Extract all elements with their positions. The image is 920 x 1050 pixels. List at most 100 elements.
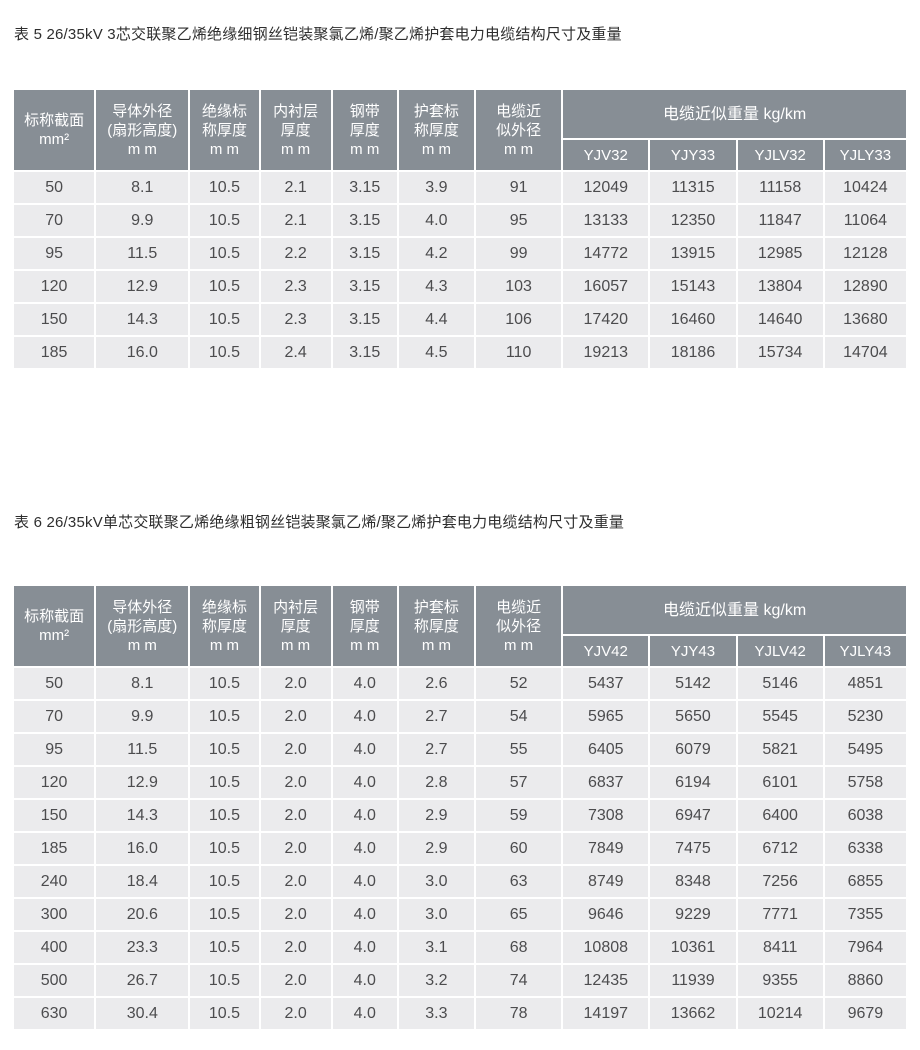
table-cell: 3.1	[398, 932, 474, 963]
table-cell: 150	[14, 800, 95, 831]
table-row: 70 9.9 10.5 2.1 3.15 4.0 95 13133 12350 11847 1106…	[14, 205, 906, 236]
table-cell: 150	[14, 304, 95, 335]
table-row: 630 30.4 10.5 2.0 4.0 3.3 78 14197 13662 10214 967…	[14, 998, 906, 1029]
table-cell: 4.0	[332, 899, 397, 930]
table-cell: 13133	[563, 205, 649, 236]
table-cell: 10.5	[190, 172, 259, 203]
table-cell: 2.0	[260, 767, 331, 798]
table-cell: 12049	[563, 172, 649, 203]
table-cell: 10.5	[190, 734, 259, 765]
table-cell: 185	[14, 337, 95, 368]
table-cell: 3.15	[332, 304, 397, 335]
table-cell: 57	[476, 767, 562, 798]
table-cell: 6855	[824, 866, 906, 897]
table-row: 185 16.0 10.5 2.4 3.15 4.5 110 19213 18186 15734 1…	[14, 337, 906, 368]
table-cell: 74	[476, 965, 562, 996]
table-cell: 63	[476, 866, 562, 897]
table-cell: 8348	[650, 866, 736, 897]
column-header: 标称截面 mm²	[14, 90, 95, 170]
table-cell: 5545	[737, 701, 823, 732]
table-cell: 2.4	[260, 337, 331, 368]
table-cell: 2.0	[260, 668, 331, 699]
table-cell: 26.7	[96, 965, 189, 996]
table-row: 95 11.5 10.5 2.0 4.0 2.7 55 6405 6079 5821 5495	[14, 734, 906, 765]
table-cell: 10808	[563, 932, 649, 963]
table-cell: 2.0	[260, 998, 331, 1029]
table-cell: 10361	[650, 932, 736, 963]
table-cell: 14.3	[96, 304, 189, 335]
table-cell: 55	[476, 734, 562, 765]
table-row: 400 23.3 10.5 2.0 4.0 3.1 68 10808 10361 8411 7964	[14, 932, 906, 963]
table-cell: 6405	[563, 734, 649, 765]
table-cell: 59	[476, 800, 562, 831]
table-cell: 9679	[824, 998, 906, 1029]
table-cell: 10.5	[190, 668, 259, 699]
table-6: 标称截面 mm² 导体外径 (扇形高度) m m 绝缘标 称厚度 m m 内衬层 厚度 m m 钢带厚…	[12, 584, 908, 1031]
table-cell: 4.2	[398, 238, 474, 269]
table-cell: 9.9	[96, 701, 189, 732]
table-cell: 9229	[650, 899, 736, 930]
header-row: 标称截面 mm² 导体外径 (扇形高度) m m 绝缘标 称厚度 m m 内衬层 厚度 m m 钢带厚…	[14, 586, 906, 666]
table-cell: 5146	[737, 668, 823, 699]
table-5-title: 表 5 26/35kV 3芯交联聚乙烯绝缘细钢丝铠装聚氯乙烯/聚乙烯护套电力电缆…	[14, 26, 622, 43]
table-cell: 12985	[737, 238, 823, 269]
table-cell: 10.5	[190, 965, 259, 996]
table-cell: 12128	[824, 238, 906, 269]
weight-subheader-row: YJV42 YJY43 YJLV42 YJLY43	[14, 636, 906, 666]
table-cell: 13662	[650, 998, 736, 1029]
table-cell: 13915	[650, 238, 736, 269]
table-cell: 4.0	[332, 668, 397, 699]
table-cell: 95	[476, 205, 562, 236]
table-cell: 7849	[563, 833, 649, 864]
table-row: 50 8.1 10.5 2.1 3.15 3.9 91 12049 11315 11158 1042…	[14, 172, 906, 203]
table-cell: 4.3	[398, 271, 474, 302]
table-cell: 8.1	[96, 172, 189, 203]
table-cell: 91	[476, 172, 562, 203]
table-cell: 6079	[650, 734, 736, 765]
table-cell: 3.0	[398, 899, 474, 930]
table-cell: 2.0	[260, 899, 331, 930]
table-cell: 95	[14, 734, 95, 765]
table-cell: 3.3	[398, 998, 474, 1029]
table-cell: 4.0	[332, 866, 397, 897]
table-cell: 16057	[563, 271, 649, 302]
table-cell: 103	[476, 271, 562, 302]
table-cell: 68	[476, 932, 562, 963]
table-cell: 3.15	[332, 205, 397, 236]
table-cell: 11.5	[96, 734, 189, 765]
table-cell: 10.5	[190, 899, 259, 930]
table-cell: 11939	[650, 965, 736, 996]
table-cell: 3.2	[398, 965, 474, 996]
table-cell: 5437	[563, 668, 649, 699]
table-cell: 6338	[824, 833, 906, 864]
table-cell: 15734	[737, 337, 823, 368]
table-cell: 6400	[737, 800, 823, 831]
table-cell: 5142	[650, 668, 736, 699]
table-cell: 7308	[563, 800, 649, 831]
table-cell: 18.4	[96, 866, 189, 897]
table-cell: 2.0	[260, 701, 331, 732]
table-cell: 2.0	[260, 833, 331, 864]
table-cell: 7256	[737, 866, 823, 897]
table-cell: 500	[14, 965, 95, 996]
table-cell: 10.5	[190, 932, 259, 963]
weight-column-header: YJLV32	[737, 140, 823, 170]
column-header: 护套标 称厚度 m m	[398, 90, 474, 170]
table-cell: 78	[476, 998, 562, 1029]
weight-column-header: YJV32	[563, 140, 649, 170]
column-header: 标称截面 mm²	[14, 586, 95, 666]
table-cell: 9355	[737, 965, 823, 996]
table-row: 150 14.3 10.5 2.3 3.15 4.4 106 17420 16460 14640 1…	[14, 304, 906, 335]
weight-column-header: YJLY43	[824, 636, 906, 666]
table-cell: 4.0	[332, 833, 397, 864]
column-header: 护套标 称厚度 m m	[398, 586, 474, 666]
weight-column-header: YJY33	[650, 140, 736, 170]
table-cell: 8860	[824, 965, 906, 996]
table-cell: 6101	[737, 767, 823, 798]
table-cell: 13804	[737, 271, 823, 302]
table-cell: 16460	[650, 304, 736, 335]
table-cell: 3.0	[398, 866, 474, 897]
table-row: 95 11.5 10.5 2.2 3.15 4.2 99 14772 13915 12985 121…	[14, 238, 906, 269]
table-cell: 54	[476, 701, 562, 732]
table-cell: 7475	[650, 833, 736, 864]
